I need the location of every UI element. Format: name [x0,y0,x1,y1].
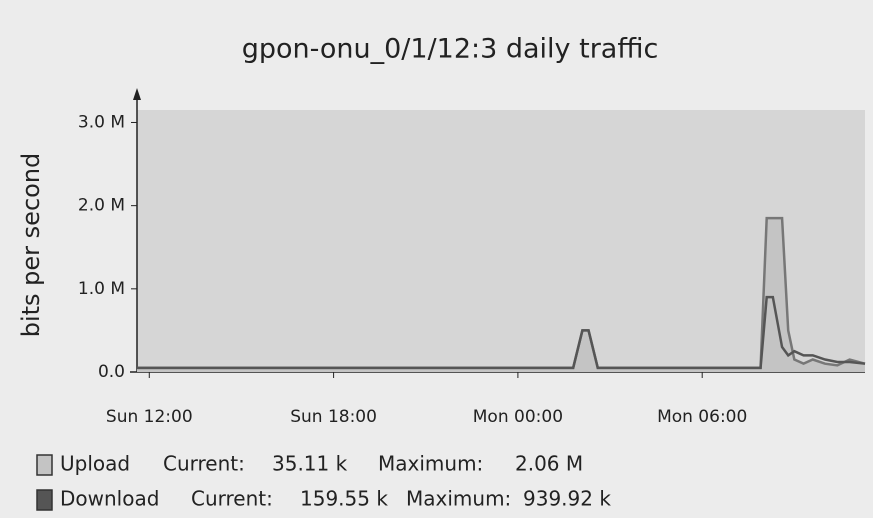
axis-arrow [133,88,141,100]
y-tick-label: 1.0 M [78,279,125,299]
legend-maximum-label: Maximum: [406,487,511,511]
y-tick-label: 3.0 M [78,112,125,132]
series-line [137,295,866,370]
y-axis-label: bits per second [17,153,45,338]
legend-name: Upload [60,452,130,476]
area [137,218,865,372]
chart-title: gpon-onu_0/1/12:3 daily traffic [242,34,659,65]
x-tick-label: Sun 12:00 [106,407,193,427]
x-tick-label: Mon 06:00 [657,407,747,427]
legend-swatch [36,454,53,476]
legend-current: 35.11 k [272,452,348,476]
legend-current-label: Current: [191,487,273,511]
x-tick-label: Sun 18:00 [290,407,377,427]
x-tick-label: Mon 00:00 [473,407,563,427]
legend-maximum-label: Maximum: [378,452,483,476]
legend-current: 159.55 k [300,487,388,511]
y-tick-label: 2.0 M [78,196,125,216]
legend-name: Download [60,487,159,511]
legend-swatch [36,489,53,511]
y-tick-label: 0.0 [98,362,125,382]
legend-maximum: 2.06 M [515,452,583,476]
legend-current-label: Current: [163,452,245,476]
legend-maximum: 939.92 k [523,487,611,511]
plot-area [137,110,865,372]
